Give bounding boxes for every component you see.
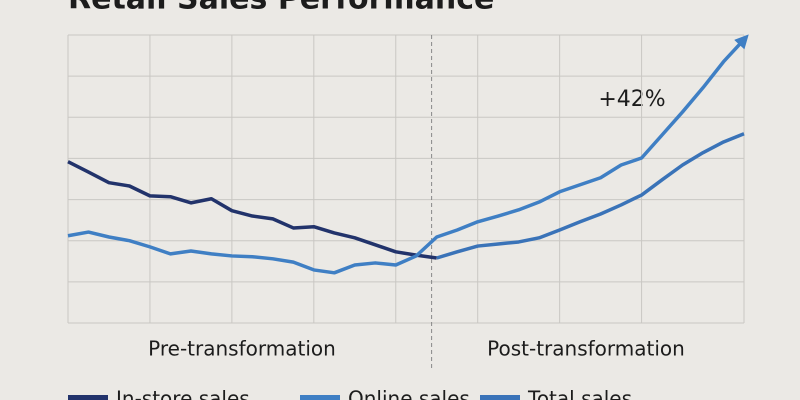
legend-swatch: [480, 395, 520, 400]
series-line: [436, 132, 745, 260]
annotation: +42%: [598, 87, 665, 112]
legend-swatch: [68, 395, 108, 400]
legend-label: Total sales: [527, 387, 632, 400]
series-line: [67, 34, 749, 275]
legend-swatch: [300, 395, 340, 400]
region-label: Pre-transformation: [148, 337, 336, 361]
legend-label: In-store sales: [116, 387, 250, 400]
region-label: Post-transformation: [487, 337, 685, 361]
legend-label: Online sales: [348, 387, 470, 400]
chart-title: Retail Sales Performance: [68, 0, 494, 17]
series-line: [67, 160, 437, 260]
